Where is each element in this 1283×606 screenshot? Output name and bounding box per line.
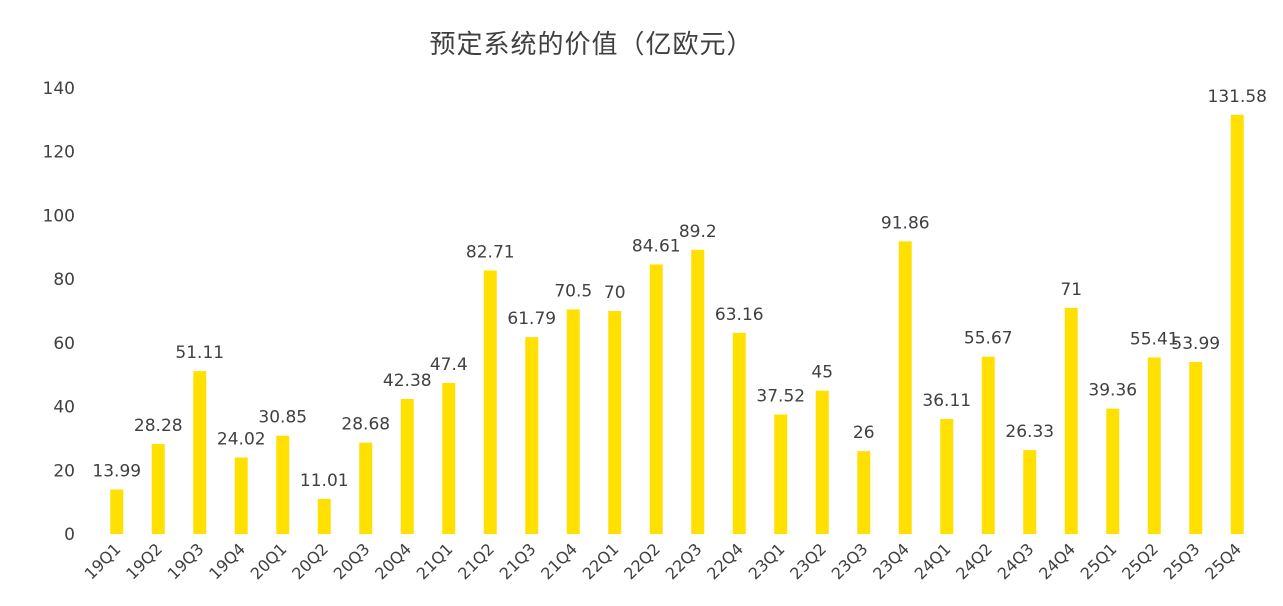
x-tick-label: 22Q3	[662, 539, 706, 583]
bar	[1230, 114, 1244, 534]
bar	[1147, 357, 1161, 534]
y-tick-label: 120	[43, 143, 75, 163]
x-tick-label: 23Q3	[828, 539, 872, 583]
x-tick-label: 24Q2	[952, 539, 996, 583]
x-tick-label: 22Q1	[579, 539, 623, 583]
bars	[110, 114, 1244, 534]
data-label: 24.02	[217, 429, 266, 449]
data-label: 36.11	[922, 391, 971, 411]
x-tick-label: 21Q3	[496, 539, 540, 583]
x-tick-label: 19Q1	[81, 539, 125, 583]
bar	[608, 311, 622, 534]
y-tick-label: 20	[53, 461, 75, 481]
x-tick-label: 23Q1	[745, 539, 789, 583]
x-tick-label: 22Q4	[703, 539, 747, 583]
data-label: 53.99	[1171, 334, 1220, 354]
x-tick-label: 24Q1	[911, 539, 955, 583]
data-label: 70	[604, 283, 626, 303]
data-label: 13.99	[92, 461, 141, 481]
x-tick-label: 21Q1	[413, 539, 457, 583]
data-label: 26.33	[1005, 422, 1054, 442]
data-label: 70.5	[554, 281, 592, 301]
x-tick-label: 19Q4	[205, 539, 249, 583]
data-label: 39.36	[1088, 381, 1137, 401]
bar	[857, 451, 871, 534]
data-label: 42.38	[383, 371, 432, 391]
x-tick-label: 25Q3	[1160, 539, 1204, 583]
data-label: 28.68	[341, 415, 390, 435]
bar	[234, 457, 248, 534]
data-label: 47.4	[430, 355, 468, 375]
data-label: 61.79	[507, 309, 556, 329]
y-tick-label: 80	[53, 270, 75, 290]
bar	[774, 414, 788, 534]
x-tick-label: 25Q4	[1201, 539, 1245, 583]
x-tick-label: 19Q3	[164, 539, 208, 583]
y-tick-label: 140	[43, 79, 75, 99]
data-label: 30.85	[258, 408, 307, 428]
x-tick-label: 21Q2	[454, 539, 498, 583]
bar	[940, 418, 954, 534]
y-tick-label: 0	[64, 525, 75, 545]
bar	[691, 249, 705, 534]
data-label: 55.67	[964, 329, 1013, 349]
y-tick-label: 100	[43, 206, 75, 226]
bar	[193, 371, 207, 534]
bar	[566, 309, 580, 534]
data-label: 131.58	[1208, 87, 1267, 107]
x-tick-label: 23Q2	[786, 539, 830, 583]
bar	[442, 382, 456, 534]
bar	[483, 270, 497, 534]
bar	[649, 264, 663, 534]
bar	[400, 398, 414, 534]
y-tick-label: 60	[53, 334, 75, 354]
bar	[981, 356, 995, 534]
bar	[1189, 362, 1203, 534]
bar	[898, 241, 912, 534]
data-label: 45	[811, 363, 833, 383]
bar	[1023, 450, 1037, 534]
x-tick-label: 19Q2	[122, 539, 166, 583]
bar	[151, 443, 165, 534]
bar	[732, 332, 746, 534]
data-label: 11.01	[300, 471, 349, 491]
bar	[359, 442, 373, 534]
data-label: 55.41	[1130, 329, 1179, 349]
bar	[815, 390, 829, 534]
x-tick-label: 25Q1	[1077, 539, 1121, 583]
bar	[1064, 307, 1078, 534]
y-axis: 0 20 40 60 80 100 120 140	[43, 79, 75, 545]
x-tick-label: 20Q2	[288, 539, 332, 583]
data-label: 91.86	[881, 213, 930, 233]
x-tick-label: 20Q1	[247, 539, 291, 583]
data-label: 28.28	[134, 416, 183, 436]
bar	[110, 489, 124, 534]
data-label: 89.2	[679, 222, 717, 242]
data-label: 51.11	[175, 343, 224, 363]
data-label: 26	[853, 423, 875, 443]
x-tick-label: 21Q4	[537, 539, 581, 583]
chart-title: 预定系统的价值（亿欧元）	[429, 30, 754, 60]
data-label: 63.16	[715, 305, 764, 325]
x-axis: 19Q119Q219Q319Q420Q120Q220Q320Q421Q121Q2…	[81, 539, 1245, 583]
x-tick-label: 25Q2	[1118, 539, 1162, 583]
x-tick-label: 20Q4	[371, 539, 415, 583]
x-tick-label: 20Q3	[330, 539, 374, 583]
x-tick-label: 24Q3	[994, 539, 1038, 583]
x-tick-label: 23Q4	[869, 539, 913, 583]
bar	[525, 337, 539, 534]
data-label: 82.71	[466, 243, 515, 263]
data-label: 37.52	[756, 386, 805, 406]
bar	[276, 435, 290, 534]
bar	[317, 498, 331, 534]
data-label: 84.61	[632, 236, 681, 256]
data-label: 71	[1060, 280, 1082, 300]
y-tick-label: 40	[53, 398, 75, 418]
x-tick-label: 22Q2	[620, 539, 664, 583]
bar	[1106, 408, 1120, 534]
x-tick-label: 24Q4	[1035, 539, 1079, 583]
